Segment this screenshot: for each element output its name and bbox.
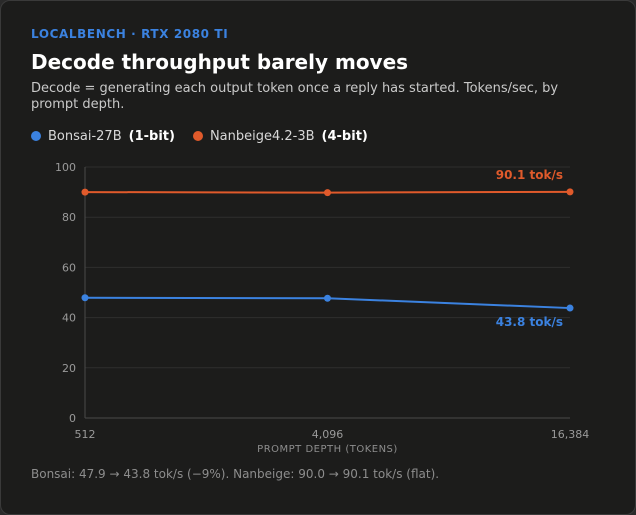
y-tick-label: 100 <box>55 161 76 174</box>
x-tick-label: 512 <box>75 428 96 441</box>
legend-tag-bonsai: (1-bit) <box>128 128 175 144</box>
x-axis-title: PROMPT DEPTH (TOKENS) <box>257 444 398 455</box>
chart-subtitle: Decode = generating each output token on… <box>31 81 559 112</box>
legend-name-bonsai: Bonsai-27B <box>48 128 122 144</box>
data-point <box>566 188 574 196</box>
legend-dot-bonsai <box>31 131 41 141</box>
series-end-label: 90.1 tok/s <box>496 168 563 182</box>
series-end-label: 43.8 tok/s <box>496 315 563 329</box>
data-point <box>81 188 89 196</box>
x-tick-label: 16,384 <box>551 428 590 441</box>
legend-tag-nanbeige: (4-bit) <box>321 128 368 144</box>
chart-title: Decode throughput barely moves <box>31 50 409 74</box>
legend-dot-nanbeige <box>192 131 203 141</box>
y-tick-label: 20 <box>62 362 76 375</box>
data-point <box>81 294 89 302</box>
legend-item-bonsai: Bonsai-27B (1-bit) <box>31 129 175 144</box>
data-point <box>566 304 574 312</box>
y-tick-label: 60 <box>62 261 76 274</box>
data-point <box>324 189 331 197</box>
chart-legend: Bonsai-27B (1-bit) Nanbeige4.2-3B (4-bit… <box>31 128 386 144</box>
x-tick-label: 4,096 <box>312 428 344 441</box>
y-tick-label: 80 <box>62 211 76 224</box>
data-point <box>324 294 331 302</box>
legend-name-nanbeige: Nanbeige4.2-3B <box>209 128 315 144</box>
line-chart: 0 20 40 60 80 100 512 4,096 16,384 PROMPT DEPTH (… <box>55 161 590 455</box>
y-tick-label: 40 <box>62 312 76 325</box>
chart-footnote: Bonsai: 47.9 → 43.8 tok/s (−9%). Nanbeig… <box>31 467 440 481</box>
y-tick-label: 0 <box>69 412 76 425</box>
eyebrow-label: LOCALBENCH · RTX 2080 TI <box>31 27 229 41</box>
legend-item-nanbeige: Nanbeige4.2-3B (4-bit) <box>192 128 368 144</box>
